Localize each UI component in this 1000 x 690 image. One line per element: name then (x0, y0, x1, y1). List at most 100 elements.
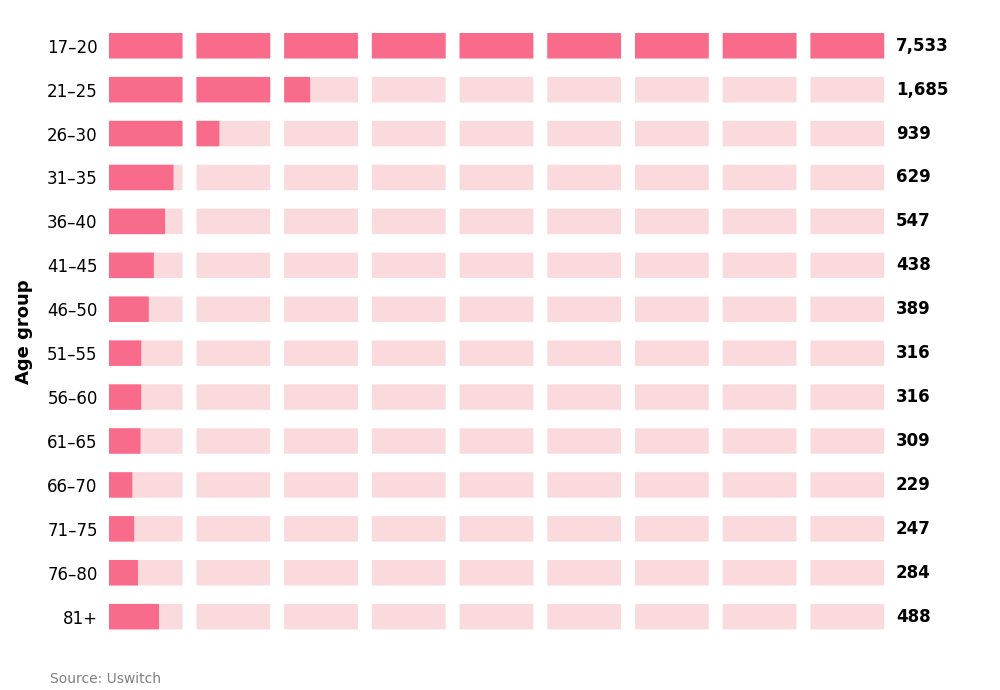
FancyBboxPatch shape (372, 253, 446, 278)
FancyBboxPatch shape (109, 165, 173, 190)
FancyBboxPatch shape (547, 121, 621, 146)
FancyBboxPatch shape (635, 428, 709, 454)
FancyBboxPatch shape (460, 33, 533, 59)
FancyBboxPatch shape (723, 384, 796, 410)
FancyBboxPatch shape (372, 33, 446, 59)
FancyBboxPatch shape (372, 77, 446, 102)
FancyBboxPatch shape (109, 604, 183, 629)
FancyBboxPatch shape (810, 165, 884, 190)
FancyBboxPatch shape (635, 208, 709, 234)
FancyBboxPatch shape (547, 77, 621, 102)
FancyBboxPatch shape (810, 121, 884, 146)
FancyBboxPatch shape (810, 340, 884, 366)
FancyBboxPatch shape (635, 165, 709, 190)
FancyBboxPatch shape (109, 428, 141, 454)
FancyBboxPatch shape (810, 208, 884, 234)
FancyBboxPatch shape (723, 428, 796, 454)
FancyBboxPatch shape (635, 253, 709, 278)
FancyBboxPatch shape (109, 516, 134, 542)
FancyBboxPatch shape (284, 472, 358, 497)
FancyBboxPatch shape (109, 384, 141, 410)
FancyBboxPatch shape (723, 121, 796, 146)
Text: 247: 247 (896, 520, 931, 538)
FancyBboxPatch shape (460, 77, 533, 102)
Text: 316: 316 (896, 344, 930, 362)
FancyBboxPatch shape (547, 208, 621, 234)
FancyBboxPatch shape (810, 472, 884, 497)
FancyBboxPatch shape (196, 253, 270, 278)
Text: 547: 547 (896, 213, 931, 230)
FancyBboxPatch shape (284, 208, 358, 234)
FancyBboxPatch shape (547, 472, 621, 497)
FancyBboxPatch shape (284, 77, 310, 102)
FancyBboxPatch shape (284, 33, 358, 59)
FancyBboxPatch shape (547, 604, 621, 629)
FancyBboxPatch shape (723, 297, 796, 322)
FancyBboxPatch shape (109, 253, 183, 278)
FancyBboxPatch shape (723, 560, 796, 586)
FancyBboxPatch shape (460, 253, 533, 278)
FancyBboxPatch shape (372, 208, 446, 234)
FancyBboxPatch shape (810, 560, 884, 586)
FancyBboxPatch shape (460, 516, 533, 542)
FancyBboxPatch shape (810, 33, 884, 59)
FancyBboxPatch shape (196, 165, 270, 190)
FancyBboxPatch shape (547, 340, 621, 366)
FancyBboxPatch shape (460, 121, 533, 146)
FancyBboxPatch shape (635, 33, 709, 59)
Text: 438: 438 (896, 256, 931, 275)
FancyBboxPatch shape (723, 253, 796, 278)
FancyBboxPatch shape (460, 208, 533, 234)
FancyBboxPatch shape (635, 121, 709, 146)
FancyBboxPatch shape (723, 604, 796, 629)
FancyBboxPatch shape (635, 384, 709, 410)
FancyBboxPatch shape (547, 33, 621, 59)
FancyBboxPatch shape (109, 77, 183, 102)
FancyBboxPatch shape (109, 33, 183, 59)
FancyBboxPatch shape (723, 340, 796, 366)
FancyBboxPatch shape (810, 384, 884, 410)
FancyBboxPatch shape (109, 472, 183, 497)
FancyBboxPatch shape (460, 428, 533, 454)
FancyBboxPatch shape (196, 384, 270, 410)
FancyBboxPatch shape (109, 77, 183, 102)
Text: 389: 389 (896, 300, 931, 318)
FancyBboxPatch shape (109, 121, 183, 146)
FancyBboxPatch shape (284, 384, 358, 410)
FancyBboxPatch shape (284, 604, 358, 629)
FancyBboxPatch shape (109, 516, 183, 542)
FancyBboxPatch shape (284, 516, 358, 542)
FancyBboxPatch shape (284, 77, 358, 102)
Y-axis label: Age group: Age group (15, 279, 33, 384)
FancyBboxPatch shape (635, 297, 709, 322)
FancyBboxPatch shape (109, 340, 141, 366)
FancyBboxPatch shape (810, 297, 884, 322)
FancyBboxPatch shape (109, 384, 183, 410)
FancyBboxPatch shape (372, 165, 446, 190)
FancyBboxPatch shape (723, 208, 796, 234)
FancyBboxPatch shape (284, 121, 358, 146)
FancyBboxPatch shape (196, 472, 270, 497)
FancyBboxPatch shape (196, 33, 270, 59)
FancyBboxPatch shape (723, 33, 796, 59)
FancyBboxPatch shape (810, 604, 884, 629)
FancyBboxPatch shape (372, 384, 446, 410)
FancyBboxPatch shape (109, 560, 138, 586)
Text: 1,685: 1,685 (896, 81, 948, 99)
FancyBboxPatch shape (372, 297, 446, 322)
FancyBboxPatch shape (810, 428, 884, 454)
FancyBboxPatch shape (109, 208, 183, 234)
FancyBboxPatch shape (372, 428, 446, 454)
FancyBboxPatch shape (284, 340, 358, 366)
FancyBboxPatch shape (460, 472, 533, 497)
FancyBboxPatch shape (810, 33, 884, 59)
FancyBboxPatch shape (284, 33, 358, 59)
FancyBboxPatch shape (460, 604, 533, 629)
FancyBboxPatch shape (635, 340, 709, 366)
FancyBboxPatch shape (723, 165, 796, 190)
FancyBboxPatch shape (460, 340, 533, 366)
FancyBboxPatch shape (109, 340, 183, 366)
FancyBboxPatch shape (547, 297, 621, 322)
FancyBboxPatch shape (109, 121, 183, 146)
FancyBboxPatch shape (196, 428, 270, 454)
